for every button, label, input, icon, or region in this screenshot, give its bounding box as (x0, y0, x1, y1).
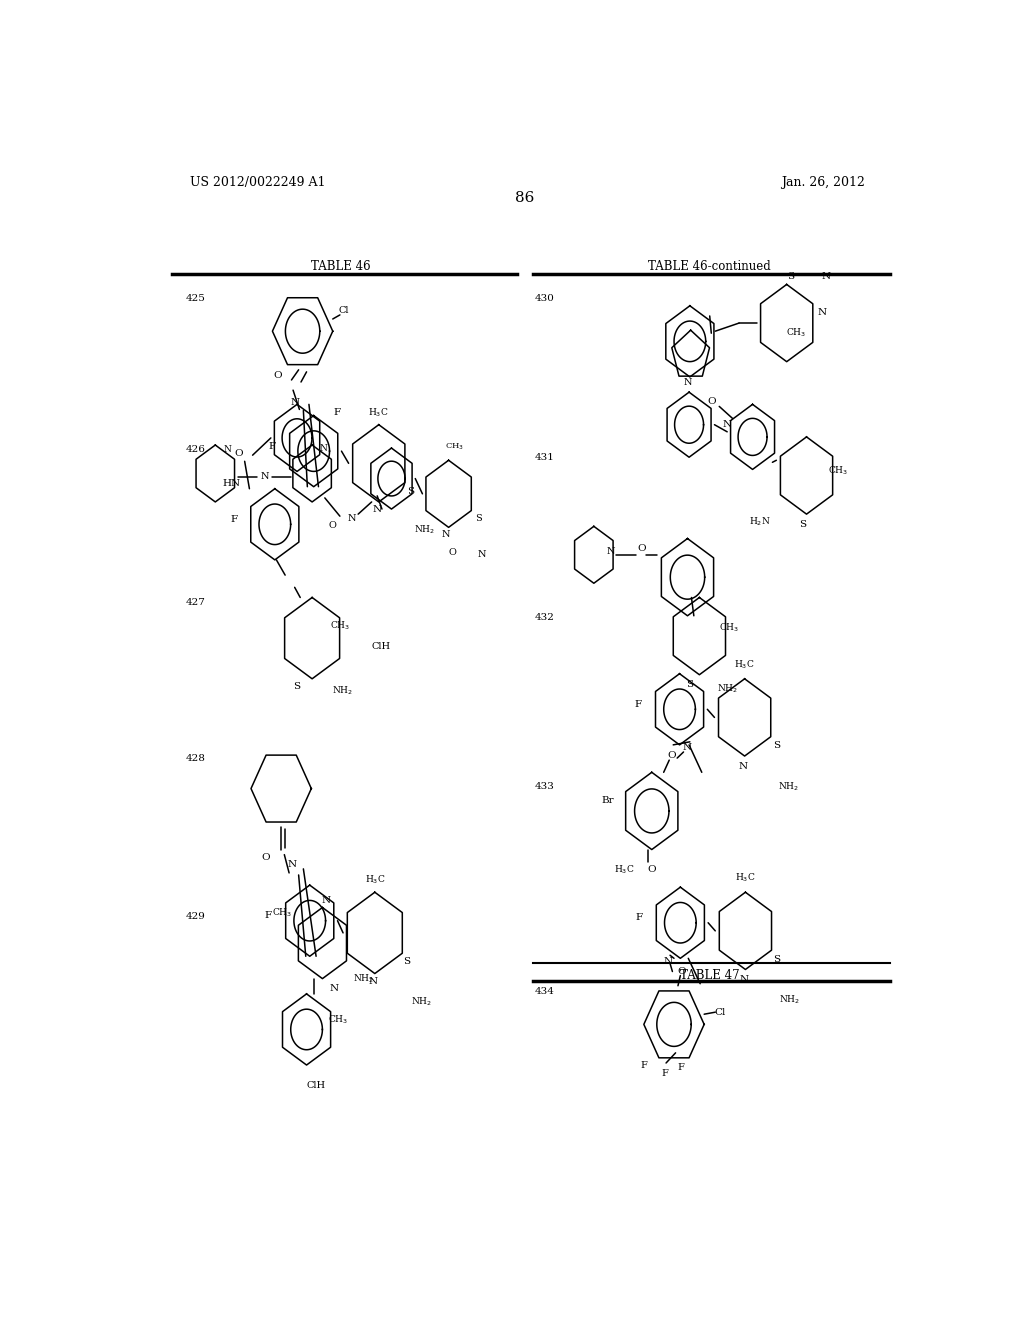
Text: 431: 431 (535, 453, 554, 462)
Text: N: N (739, 975, 749, 985)
Text: S: S (475, 513, 482, 523)
Text: 430: 430 (535, 294, 554, 304)
Text: N: N (347, 513, 356, 523)
Text: ClH: ClH (306, 1081, 326, 1090)
Text: CH$_3$: CH$_3$ (828, 465, 849, 477)
Text: CH$_3$: CH$_3$ (328, 1012, 348, 1026)
Text: NH$_2$: NH$_2$ (415, 523, 435, 536)
Text: 432: 432 (535, 614, 554, 622)
Text: NH$_2$: NH$_2$ (778, 994, 800, 1006)
Text: N: N (291, 397, 300, 407)
Text: NH$_2$: NH$_2$ (352, 973, 374, 985)
Text: O: O (329, 521, 337, 529)
Text: NH$_2$: NH$_2$ (778, 780, 799, 793)
Text: CH$_3$: CH$_3$ (330, 619, 350, 632)
Text: N: N (223, 445, 231, 454)
Text: O: O (272, 371, 282, 380)
Text: CH$_3$: CH$_3$ (720, 622, 739, 634)
Text: S: S (787, 272, 795, 281)
Text: H$_3$C: H$_3$C (735, 871, 756, 884)
Text: H$_3$C: H$_3$C (365, 874, 385, 886)
Text: O: O (449, 548, 457, 557)
Text: O: O (261, 853, 269, 862)
Text: S: S (686, 680, 693, 689)
Text: N: N (477, 550, 486, 560)
Text: O: O (647, 866, 656, 874)
Text: F: F (636, 913, 643, 923)
Text: Br: Br (602, 796, 614, 805)
Text: Cl: Cl (339, 306, 349, 315)
Text: HN: HN (222, 479, 241, 488)
Text: N: N (822, 272, 830, 281)
Text: S: S (773, 954, 780, 964)
Text: 434: 434 (535, 987, 554, 997)
Text: S: S (293, 682, 300, 692)
Text: F: F (269, 442, 276, 450)
Text: CH$_3$: CH$_3$ (445, 442, 465, 453)
Text: ClH: ClH (372, 642, 391, 651)
Text: F: F (640, 1060, 647, 1069)
Text: O: O (707, 397, 716, 405)
Text: F: F (635, 700, 642, 709)
Text: H$_3$C: H$_3$C (613, 863, 634, 876)
Text: O: O (668, 751, 676, 759)
Text: Cl: Cl (715, 1007, 726, 1016)
Text: N: N (319, 444, 327, 453)
Text: S: S (773, 742, 780, 750)
Text: N: N (607, 548, 615, 556)
Text: 428: 428 (186, 754, 206, 763)
Text: NH$_2$: NH$_2$ (717, 682, 738, 696)
Text: N: N (369, 977, 378, 986)
Text: US 2012/0022249 A1: US 2012/0022249 A1 (189, 177, 326, 189)
Text: N: N (738, 762, 748, 771)
Text: N: N (260, 473, 268, 480)
Text: N: N (288, 861, 297, 870)
Text: CH$_3$: CH$_3$ (786, 327, 806, 339)
Text: N: N (330, 985, 339, 993)
Text: F: F (662, 1069, 668, 1077)
Text: N: N (723, 420, 732, 429)
Text: S: S (799, 520, 806, 529)
Text: 425: 425 (186, 294, 206, 304)
Text: TABLE 47: TABLE 47 (680, 969, 739, 982)
Text: 426: 426 (186, 445, 206, 454)
Text: N: N (683, 378, 692, 387)
Text: 86: 86 (515, 191, 535, 205)
Text: N: N (664, 957, 672, 966)
Text: NH$_2$: NH$_2$ (332, 685, 353, 697)
Text: O: O (637, 544, 646, 553)
Text: TABLE 46-continued: TABLE 46-continued (648, 260, 771, 273)
Text: O: O (234, 449, 244, 458)
Text: Jan. 26, 2012: Jan. 26, 2012 (780, 177, 864, 189)
Text: S: S (407, 487, 414, 496)
Text: N: N (373, 504, 382, 513)
Text: H$_2$N: H$_2$N (750, 515, 771, 528)
Text: H$_3$C: H$_3$C (369, 407, 389, 418)
Text: F: F (333, 408, 340, 417)
Text: N: N (818, 309, 827, 317)
Text: S: S (403, 957, 411, 966)
Text: N: N (322, 896, 330, 906)
Text: N: N (441, 529, 450, 539)
Text: 427: 427 (186, 598, 206, 607)
Text: O: O (678, 968, 686, 975)
Text: 429: 429 (186, 912, 206, 921)
Text: CH$_3$: CH$_3$ (272, 907, 292, 919)
Text: H$_3$C: H$_3$C (734, 659, 755, 671)
Text: NH$_2$: NH$_2$ (411, 995, 432, 1008)
Text: F: F (230, 515, 238, 524)
Text: 433: 433 (535, 781, 554, 791)
Text: F: F (677, 1063, 684, 1072)
Text: N: N (683, 743, 692, 752)
Text: TABLE 46: TABLE 46 (311, 260, 371, 273)
Text: F: F (265, 911, 272, 920)
